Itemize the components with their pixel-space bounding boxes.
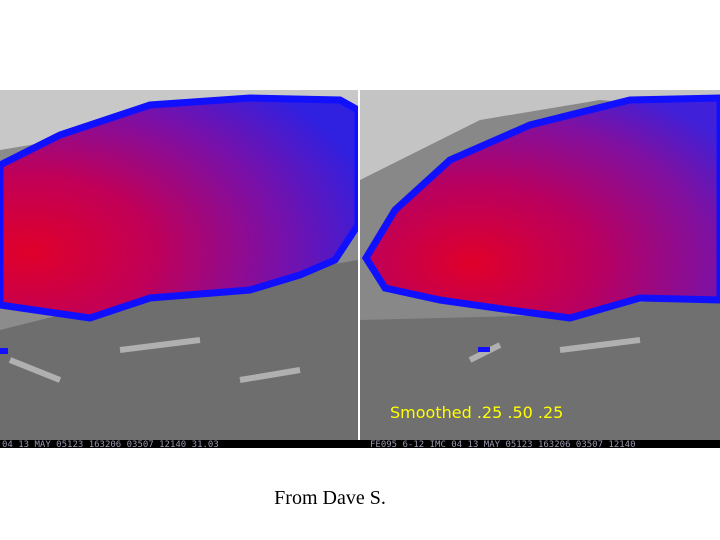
overlay-label: Smoothed .25 .50 .25 xyxy=(390,403,563,422)
image-footer: 04 13 MAY 05123 163206 03507 12140 31.03 xyxy=(2,440,219,450)
cloud-top-region xyxy=(361,94,720,322)
cloud-band xyxy=(360,290,720,440)
cloud-band xyxy=(0,260,358,440)
right-image xyxy=(360,90,720,440)
caption: From Dave S. xyxy=(274,487,386,509)
image-footer: FE095 6-12 IMC 04 13 MAY 05123 163206 03… xyxy=(370,440,636,450)
left-image xyxy=(0,90,358,440)
cloud-streaks xyxy=(468,337,641,363)
cloud-spot xyxy=(478,347,490,352)
image-footer-strip xyxy=(0,440,720,448)
cloud-band xyxy=(360,90,720,180)
cloud-streaks xyxy=(8,337,301,383)
cloud-spot xyxy=(0,348,8,354)
cloud-top-region xyxy=(0,94,358,322)
